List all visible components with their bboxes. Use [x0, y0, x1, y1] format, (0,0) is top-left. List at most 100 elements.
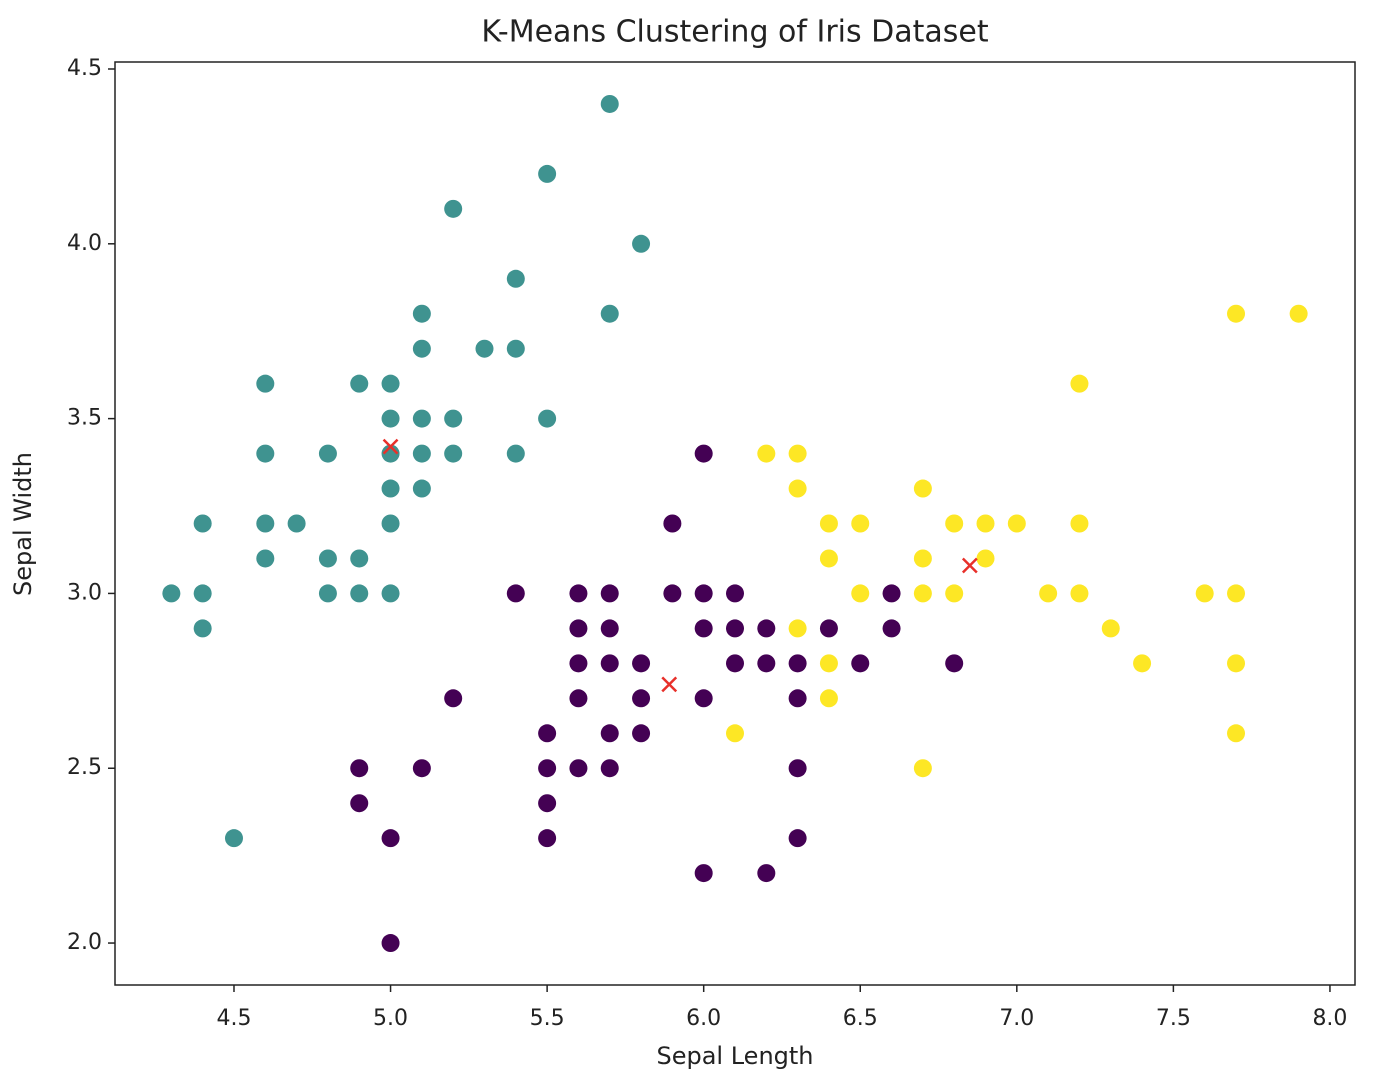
point [412, 409, 431, 428]
point [600, 584, 619, 603]
x-tick-label: 5.5 [530, 1006, 565, 1031]
point [1289, 304, 1308, 323]
point [882, 619, 901, 638]
point [506, 339, 525, 358]
point [600, 759, 619, 778]
point [913, 759, 932, 778]
point [381, 444, 400, 463]
point [538, 724, 557, 743]
point [788, 829, 807, 848]
point [757, 444, 776, 463]
point [757, 654, 776, 673]
point [819, 549, 838, 568]
point [945, 654, 964, 673]
point [882, 584, 901, 603]
point [694, 689, 713, 708]
point [381, 934, 400, 953]
point [913, 479, 932, 498]
point [757, 619, 776, 638]
centroid-cross [382, 438, 399, 455]
point [412, 339, 431, 358]
y-tick-label: 3.0 [67, 580, 102, 605]
point [475, 339, 494, 358]
x-tick-label: 5.0 [373, 1006, 408, 1031]
point [193, 619, 212, 638]
point [600, 724, 619, 743]
point [1227, 304, 1246, 323]
point [632, 724, 651, 743]
x-tick-label: 6.0 [686, 1006, 721, 1031]
point [726, 584, 744, 603]
y-tick-label: 4.5 [67, 56, 102, 81]
x-tick-label: 7.0 [999, 1006, 1034, 1031]
centroid [382, 438, 399, 455]
point [256, 444, 275, 463]
point [538, 409, 557, 428]
point [444, 444, 463, 463]
point [788, 654, 807, 673]
point [318, 549, 337, 568]
point [851, 514, 870, 533]
point [976, 514, 995, 533]
point [819, 619, 838, 638]
point [819, 689, 838, 708]
point [444, 689, 463, 708]
point [1133, 654, 1152, 673]
point [444, 199, 463, 218]
point [412, 444, 431, 463]
y-tick-label: 2.0 [67, 930, 102, 955]
point [726, 654, 744, 673]
point [193, 514, 212, 533]
point [381, 479, 400, 498]
chart-title: K-Means Clustering of Iris Dataset [481, 15, 989, 50]
point [287, 514, 306, 533]
point [569, 759, 588, 778]
point [381, 409, 400, 428]
point [788, 444, 807, 463]
point [1227, 584, 1246, 603]
point [569, 654, 588, 673]
point [976, 549, 995, 568]
centroid-cross [661, 676, 678, 693]
point [381, 374, 400, 393]
point [1039, 584, 1058, 603]
point [412, 304, 431, 323]
point [632, 654, 651, 673]
point [600, 94, 619, 113]
point [444, 409, 463, 428]
point [851, 584, 870, 603]
point [412, 479, 431, 498]
point [162, 584, 181, 603]
point [193, 584, 212, 603]
point [600, 654, 619, 673]
point [788, 479, 807, 498]
point [1195, 584, 1214, 603]
point [726, 724, 744, 743]
point [1227, 654, 1246, 673]
point [381, 829, 400, 848]
point [663, 584, 682, 603]
plot-area [162, 94, 1308, 953]
point [694, 619, 713, 638]
x-tick-label: 4.5 [216, 1006, 251, 1031]
y-tick-label: 3.5 [67, 406, 102, 431]
point [538, 164, 557, 183]
y-axis-label: Sepal Width [9, 452, 37, 596]
point [569, 584, 588, 603]
point [726, 619, 744, 638]
point [350, 759, 369, 778]
point [506, 584, 525, 603]
point [1101, 619, 1120, 638]
x-axis-label: Sepal Length [656, 1042, 813, 1070]
point [381, 514, 400, 533]
point [538, 829, 557, 848]
point [1007, 514, 1026, 533]
x-tick-label: 6.5 [843, 1006, 878, 1031]
point [600, 619, 619, 638]
point [788, 689, 807, 708]
point [538, 759, 557, 778]
point [350, 374, 369, 393]
point [318, 584, 337, 603]
